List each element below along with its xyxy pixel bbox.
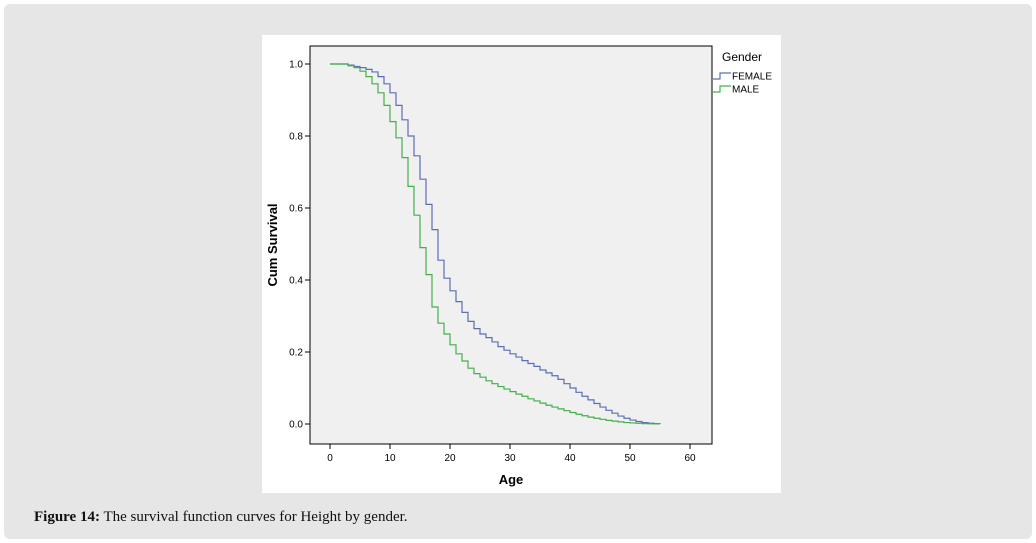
x-tick-label: 0	[327, 453, 333, 464]
legend: Gender FEMALE MALE	[713, 50, 772, 96]
legend-label-male: MALE	[732, 85, 760, 96]
y-tick-label: 0.6	[289, 204, 303, 215]
legend-swatch-male	[713, 85, 731, 93]
figure-caption: Figure 14: The survival function curves …	[34, 509, 408, 526]
x-tick-label: 50	[624, 453, 636, 464]
x-tick-label: 30	[504, 453, 516, 464]
caption-text: The survival function curves for Height …	[99, 509, 408, 525]
y-tick-label: 0.4	[289, 276, 303, 287]
series-line-male	[330, 63, 661, 425]
x-tick-label: 40	[564, 453, 576, 464]
chart-card: 0 10 20 30 40 50 60 0.0 0.2 0.4 0.6 0.8 1.0 Age Cum …	[262, 35, 781, 493]
legend-swatch-female	[713, 72, 731, 80]
x-tick-label: 20	[444, 453, 456, 464]
y-tick-label: 0.0	[289, 420, 303, 431]
series-line-female	[330, 63, 661, 425]
legend-label-female: FEMALE	[732, 72, 772, 83]
legend-title: Gender	[722, 50, 762, 64]
survival-chart: 0 10 20 30 40 50 60 0.0 0.2 0.4 0.6 0.8 1.0 Age Cum …	[265, 45, 772, 487]
figure-frame: 0 10 20 30 40 50 60 0.0 0.2 0.4 0.6 0.8 1.0 Age Cum …	[4, 4, 1032, 539]
x-tick-label: 60	[684, 453, 696, 464]
caption-label: Figure 14:	[34, 509, 100, 525]
y-tick-label: 1.0	[289, 60, 303, 71]
series-lines	[330, 63, 661, 425]
x-tick-label: 10	[384, 453, 396, 464]
x-axis-label: Age	[499, 472, 524, 487]
y-axis-label: Cum Survival	[265, 203, 280, 286]
y-tick-label: 0.2	[289, 348, 303, 359]
plot-area	[309, 45, 713, 445]
axis-ticks: 0 10 20 30 40 50 60 0.0 0.2 0.4 0.6 0.8 1.0	[289, 60, 696, 465]
y-tick-label: 0.8	[289, 132, 303, 143]
